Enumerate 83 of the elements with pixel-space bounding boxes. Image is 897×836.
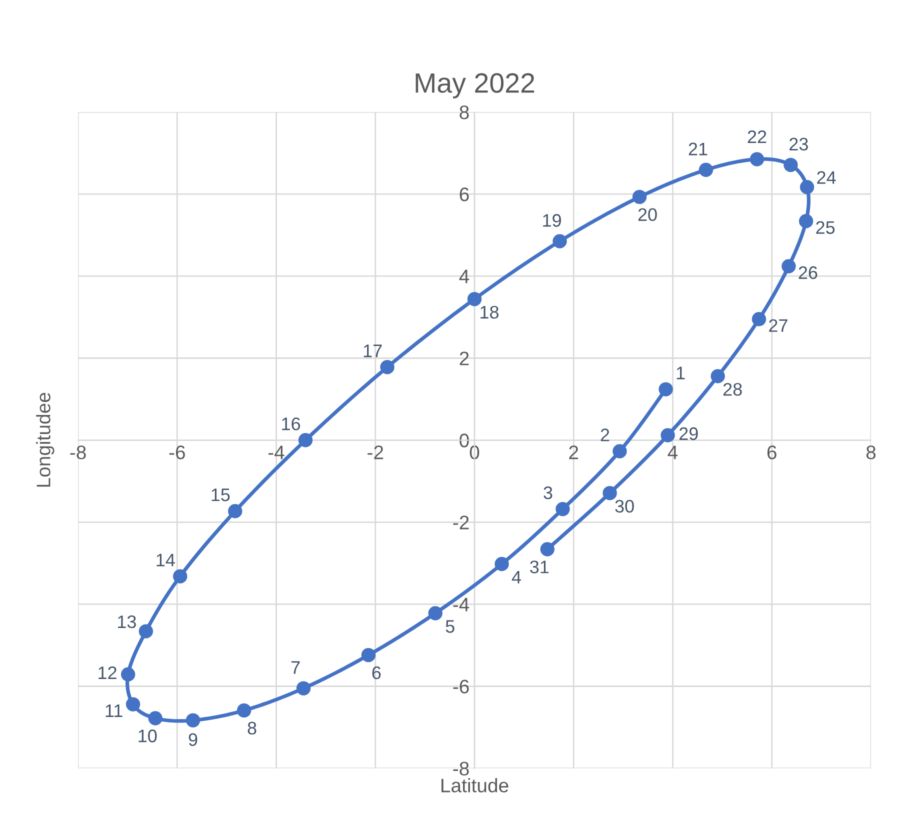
x-tick-label: 0 bbox=[470, 446, 480, 460]
y-tick-label: -4 bbox=[453, 598, 470, 612]
point bbox=[428, 606, 442, 620]
annotation: 10 bbox=[138, 730, 157, 742]
annotation: 11 bbox=[106, 704, 122, 717]
x-tick-label: 4 bbox=[668, 446, 678, 460]
y-tick-label: 4 bbox=[459, 270, 470, 284]
point bbox=[784, 158, 798, 172]
point bbox=[710, 369, 725, 384]
annotation: 23 bbox=[790, 138, 808, 151]
point bbox=[552, 234, 567, 248]
y-tick-label: 2 bbox=[460, 352, 469, 366]
point bbox=[658, 382, 673, 396]
point bbox=[173, 569, 188, 584]
point bbox=[632, 190, 647, 204]
y-tick-label: -2 bbox=[453, 516, 469, 530]
y-axis-title: Longitudee bbox=[36, 392, 54, 487]
annotation: 26 bbox=[798, 266, 818, 280]
point bbox=[494, 556, 509, 572]
y-tick-label: 0 bbox=[460, 434, 469, 448]
annotation: 5 bbox=[446, 620, 454, 633]
point bbox=[540, 542, 554, 556]
point bbox=[556, 502, 570, 516]
annotation: 21 bbox=[688, 142, 708, 156]
annotation: 25 bbox=[816, 221, 835, 234]
annotation: 3 bbox=[544, 486, 552, 500]
x-tick-label: 6 bbox=[767, 446, 776, 460]
y-tick-label: 6 bbox=[460, 188, 469, 202]
annotation: 20 bbox=[638, 208, 657, 222]
x-axis-title: Latitude bbox=[442, 778, 508, 792]
point bbox=[298, 433, 313, 448]
annotation: 13 bbox=[118, 615, 136, 628]
annotation: 27 bbox=[769, 319, 788, 332]
annotation: 17 bbox=[364, 344, 382, 358]
point bbox=[752, 312, 766, 326]
x-tick-label: -4 bbox=[268, 446, 284, 460]
point bbox=[228, 504, 242, 518]
annotation: 19 bbox=[543, 214, 561, 227]
annotation: 4 bbox=[512, 571, 521, 584]
annotation: 12 bbox=[98, 666, 116, 680]
x-tick-label: 2 bbox=[569, 446, 578, 460]
point bbox=[750, 152, 764, 166]
annotation: 24 bbox=[817, 171, 836, 184]
annotation: 22 bbox=[748, 130, 766, 144]
x-tick-label: 8 bbox=[866, 446, 876, 460]
annotation: 18 bbox=[480, 306, 498, 319]
annotation: 14 bbox=[156, 554, 175, 566]
annotation: 16 bbox=[282, 417, 300, 430]
point bbox=[612, 444, 627, 458]
point bbox=[467, 292, 482, 306]
x-tick-label: -2 bbox=[368, 446, 384, 460]
annotation: 8 bbox=[248, 722, 256, 735]
annotation: 6 bbox=[372, 666, 381, 680]
point bbox=[138, 624, 154, 638]
point bbox=[380, 360, 394, 374]
annotation: 28 bbox=[723, 382, 742, 396]
x-tick-label: -8 bbox=[70, 446, 86, 460]
point bbox=[186, 713, 200, 728]
y-tick-label: 8 bbox=[460, 105, 469, 120]
point bbox=[602, 486, 617, 500]
chart-title: May 2022 bbox=[416, 73, 534, 98]
point bbox=[148, 711, 162, 726]
annotation: 1 bbox=[676, 366, 685, 380]
point bbox=[798, 214, 814, 228]
point bbox=[800, 180, 814, 194]
annotation: 2 bbox=[600, 428, 610, 442]
point bbox=[296, 681, 311, 696]
annotation: 31 bbox=[530, 560, 549, 574]
point bbox=[698, 162, 714, 177]
y-tick-label: -6 bbox=[453, 680, 469, 694]
annotation: 29 bbox=[679, 427, 698, 440]
point bbox=[126, 697, 140, 712]
point bbox=[120, 667, 136, 682]
point bbox=[361, 648, 376, 662]
annotation: 15 bbox=[212, 488, 230, 502]
annotation: 7 bbox=[291, 661, 300, 674]
point bbox=[782, 259, 796, 274]
annotation: 9 bbox=[188, 733, 198, 746]
point bbox=[236, 703, 252, 718]
point bbox=[660, 428, 675, 442]
annotation: 30 bbox=[615, 500, 634, 513]
y-tick-label: -8 bbox=[453, 762, 469, 776]
x-tick-label: -6 bbox=[169, 446, 185, 460]
